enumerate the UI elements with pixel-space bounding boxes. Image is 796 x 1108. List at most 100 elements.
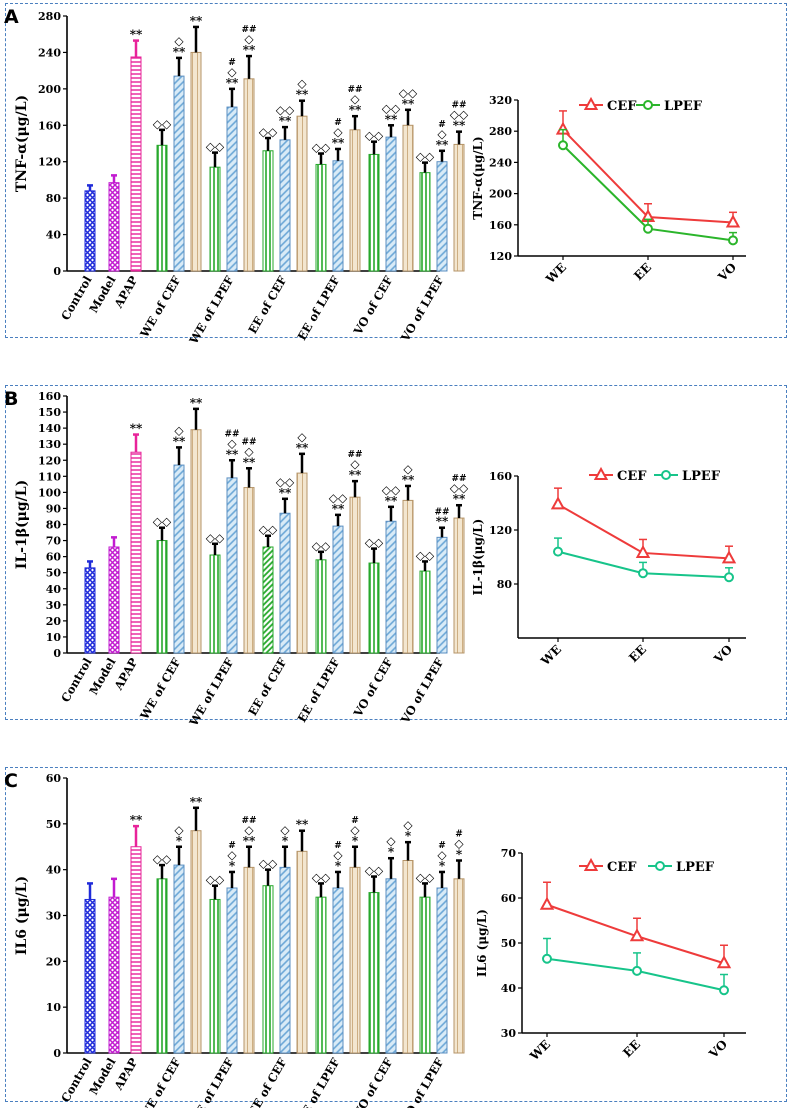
- bar: [209, 898, 221, 1054]
- bar: [368, 562, 380, 654]
- bar: [453, 878, 465, 1054]
- bar: [173, 75, 185, 272]
- line-x-tick-label: WE: [527, 1037, 554, 1064]
- significance-mark: #: [334, 118, 342, 128]
- panel-label-b: B: [4, 388, 19, 410]
- significance-mark: #: [228, 58, 236, 68]
- legend-marker-lpef: [661, 470, 671, 480]
- bar-y-tick-label: 20: [46, 615, 62, 628]
- line-point-cef: [721, 550, 737, 564]
- bar: [402, 860, 414, 1054]
- bar-y-tick-label: 50: [46, 567, 62, 580]
- significance-mark: *: [352, 834, 359, 848]
- significance-mark: **: [436, 515, 449, 529]
- significance-mark: **: [226, 447, 239, 461]
- legend-label: CEF: [607, 99, 637, 114]
- bar: [108, 182, 120, 272]
- significance-mark: **: [130, 813, 143, 827]
- significance-mark: *: [176, 834, 183, 848]
- panel-label-c: C: [4, 770, 18, 792]
- bar-y-tick-label: 90: [46, 502, 62, 515]
- bar: [296, 115, 308, 272]
- bar: [385, 520, 397, 654]
- significance-mark: ◇: [350, 92, 360, 106]
- significance-mark: ◇: [350, 823, 360, 837]
- significance-mark: #: [438, 120, 446, 130]
- significance-mark: ◇◇: [153, 515, 172, 529]
- significance-mark: **: [243, 455, 256, 469]
- bar-y-tick-label: 40: [46, 583, 62, 596]
- bar: [279, 139, 291, 272]
- bar-category-label: WE of CEF: [137, 273, 184, 341]
- legend-marker-cef: [583, 96, 599, 110]
- bar: [436, 161, 448, 272]
- bar-y-label: IL-1β(μg/L): [14, 480, 30, 569]
- bar-y-tick-label: 140: [38, 422, 61, 435]
- significance-mark: **: [453, 492, 466, 506]
- line-point-lpef: [724, 572, 734, 583]
- bar-y-tick-label: 10: [46, 631, 62, 644]
- bar: [243, 78, 255, 272]
- bar-y-tick-label: 20: [46, 955, 62, 968]
- bar: [385, 878, 397, 1054]
- significance-mark: **: [190, 396, 203, 410]
- significance-mark: ##: [434, 508, 449, 518]
- significance-mark: #: [351, 816, 359, 826]
- bar: [296, 472, 308, 654]
- bar-y-tick-label: 60: [46, 551, 62, 564]
- bar-y-tick-label: 50: [46, 818, 62, 831]
- bar-category-label: WE of CEF: [137, 1055, 184, 1108]
- line-y-tick-label: 280: [489, 125, 512, 138]
- panel-b-charts: 0 10 20 30 40 50 60 70 80 90 100 110 120 130 140 150 160…: [14, 390, 746, 729]
- bar: [279, 512, 291, 654]
- bar-category-label: WE of LPEF: [186, 273, 237, 347]
- bar-category-label: WE of CEF: [137, 655, 184, 723]
- bar: [226, 477, 238, 654]
- bar: [315, 896, 327, 1054]
- line-x-tick-label: VO: [715, 260, 739, 284]
- bar-y-tick-label: 240: [38, 46, 61, 59]
- significance-mark: #: [438, 841, 446, 851]
- bar: [156, 540, 168, 654]
- significance-mark: ◇◇: [416, 150, 435, 164]
- legend-label: LPEF: [676, 860, 715, 875]
- significance-mark: ◇◇: [206, 873, 225, 887]
- bar-y-tick-label: 80: [46, 192, 62, 205]
- significance-mark: *: [456, 848, 463, 862]
- bar-y-tick-label: 150: [38, 406, 61, 419]
- significance-mark: ◇: [333, 125, 343, 139]
- line-point-lpef: [632, 965, 642, 976]
- legend-marker-cef: [583, 857, 599, 871]
- significance-mark: ◇: [244, 444, 254, 458]
- significance-mark: ◇: [403, 462, 413, 476]
- significance-mark: ◇: [386, 834, 396, 848]
- significance-mark: **: [296, 818, 309, 832]
- significance-mark: #: [455, 830, 463, 840]
- significance-mark: ##: [347, 450, 362, 460]
- line-point-cef: [725, 214, 741, 228]
- line-x-tick-label: WE: [543, 260, 570, 287]
- panel-a-charts: 04080120160200240280TNF-α(μg/L)ControlMo…: [14, 10, 746, 347]
- bar-y-tick-label: 120: [38, 156, 61, 169]
- panel-a-border: [5, 3, 787, 338]
- bar-y-tick-label: 160: [38, 119, 61, 132]
- bar: [402, 499, 414, 654]
- bar-y-label: TNF-α(μg/L): [14, 95, 30, 192]
- line-y-tick-label: 120: [489, 250, 512, 263]
- bar: [243, 866, 255, 1054]
- panel-b-border: [5, 385, 787, 720]
- significance-mark: ##: [224, 429, 239, 439]
- bar-y-tick-label: 0: [53, 1047, 61, 1060]
- bar-category-label: VO of LPEF: [397, 273, 447, 345]
- significance-mark: ◇: [333, 848, 343, 862]
- significance-mark: ◇◇: [206, 531, 225, 545]
- bar-y-tick-label: 0: [53, 647, 61, 660]
- line-y-tick-label: 30: [501, 1027, 517, 1040]
- line-point-lpef: [638, 568, 648, 579]
- bar: [315, 559, 327, 654]
- bar-category-label: VO of CEF: [350, 1055, 396, 1108]
- bar-y-tick-label: 200: [38, 83, 61, 96]
- bar: [156, 144, 168, 272]
- significance-mark: **: [130, 28, 143, 42]
